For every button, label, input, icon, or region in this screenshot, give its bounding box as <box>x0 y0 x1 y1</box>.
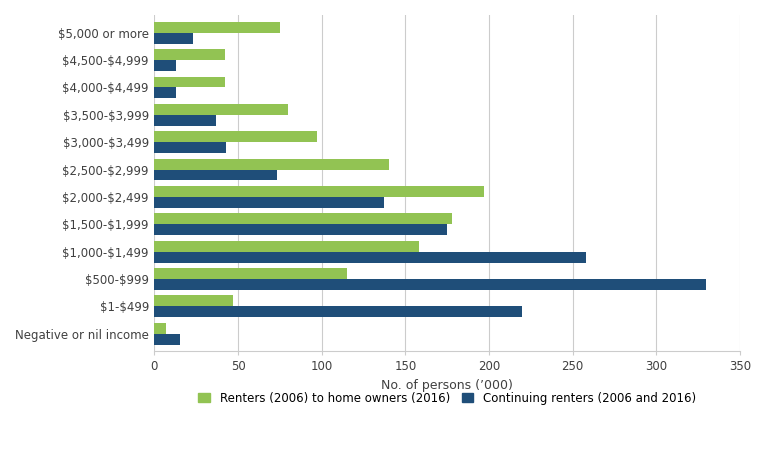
Bar <box>155 49 224 60</box>
Bar <box>155 323 166 334</box>
Bar <box>155 60 176 71</box>
Bar <box>155 115 216 126</box>
Bar <box>155 131 316 142</box>
Legend: Renters (2006) to home owners (2016), Continuing renters (2006 and 2016): Renters (2006) to home owners (2016), Co… <box>194 387 701 410</box>
Bar <box>155 88 176 98</box>
Bar <box>155 240 419 252</box>
Bar <box>155 306 522 317</box>
Bar <box>155 170 277 180</box>
Bar <box>155 33 193 44</box>
Bar <box>155 224 447 235</box>
Bar <box>155 197 384 208</box>
Bar <box>155 76 224 88</box>
Bar <box>155 22 280 33</box>
Bar <box>155 268 347 279</box>
Bar <box>155 279 706 290</box>
Bar <box>155 142 227 153</box>
Bar <box>155 252 586 262</box>
X-axis label: No. of persons (’000): No. of persons (’000) <box>381 379 513 392</box>
Bar <box>155 213 452 224</box>
Bar <box>155 334 179 345</box>
Bar <box>155 186 484 197</box>
Bar <box>155 158 388 170</box>
Bar <box>155 295 233 306</box>
Bar <box>155 104 288 115</box>
